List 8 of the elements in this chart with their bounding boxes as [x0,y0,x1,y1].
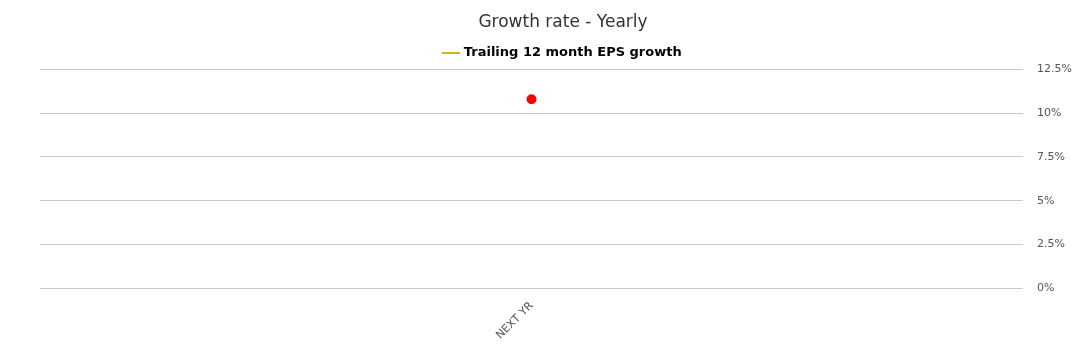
y-tick-label: 2.5% [1037,237,1066,251]
y-tick-label: 7.5% [1037,149,1066,163]
y-tick-label: 0% [1037,281,1055,295]
chart-title: Growth rate - Yearly [478,10,648,31]
y-tick-label: 5% [1037,193,1055,207]
y-tick-label: 10% [1037,106,1062,120]
y-tick-label: 12.5% [1037,62,1073,76]
text: Trailing 12 month EPS growth [463,44,682,60]
